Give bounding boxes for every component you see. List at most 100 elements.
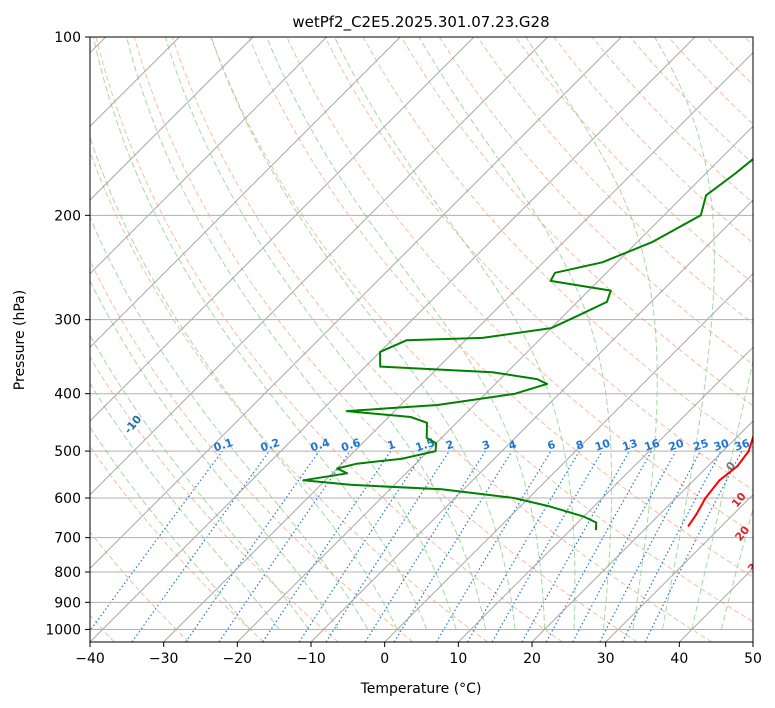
moist-adiabat-label: 40 — [763, 581, 775, 601]
mixing-ratio-line — [572, 450, 677, 642]
y-axis-ticks: 100 200 300 400 500 600 700 800 900 1000 — [45, 30, 90, 638]
isotherm-line — [531, 420, 753, 642]
mixing-ratio-label: 8 — [574, 438, 585, 453]
dry-adiabat-line — [90, 259, 414, 642]
dry-adiabat-line — [171, 37, 712, 642]
y-tick-label: 200 — [54, 208, 81, 224]
dry-adiabat-line — [400, 37, 753, 407]
isotherm-line — [90, 37, 696, 642]
x-tick-label: 10 — [449, 651, 467, 667]
y-tick-label: 600 — [54, 491, 81, 507]
mixing-ratio-lines — [90, 450, 743, 642]
moist-adiabats — [90, 37, 753, 630]
mixing-ratio-label: 3 — [480, 438, 491, 453]
isotherm-line — [163, 51, 753, 642]
moist-adiabat-label: 20 — [732, 523, 752, 543]
mixing-ratio-line — [644, 450, 743, 642]
isotherm-line — [90, 37, 401, 349]
mixing-ratio-label: 0.2 — [259, 436, 282, 454]
mixing-ratio-line — [435, 450, 552, 642]
dry-adiabat-line — [90, 356, 339, 642]
dry-adiabat-line — [515, 37, 753, 284]
moist-adiabat-line — [525, 37, 658, 630]
isotherm-line — [90, 37, 328, 275]
mixing-ratio-line — [90, 450, 223, 632]
dry-adiabat-line — [553, 37, 753, 244]
mixing-ratio-label: 20 — [667, 437, 686, 454]
mixing-ratio-label: 10 — [593, 437, 612, 454]
mixing-ratio-label: 6 — [546, 438, 558, 453]
mixing-ratio-line — [521, 450, 631, 642]
plot-frame — [89, 36, 754, 643]
mixing-ratio-label: 36 — [733, 437, 752, 454]
moist-adiabat-line — [720, 506, 753, 630]
mixing-ratio-label: 0.4 — [309, 436, 332, 454]
moist-adiabat-line — [334, 37, 576, 630]
x-tick-label: −40 — [75, 651, 105, 667]
x-tick-label: −30 — [149, 651, 179, 667]
dry-adiabat-line — [706, 37, 753, 86]
y-tick-label: 400 — [54, 387, 81, 403]
dry-adiabat-line — [248, 37, 753, 578]
x-tick-label: 30 — [597, 651, 615, 667]
x-tick-label: −10 — [296, 651, 326, 667]
dewpoint-profile — [302, 157, 753, 531]
isotherm-line — [457, 346, 753, 642]
dry-adiabat-line — [90, 150, 488, 642]
mixing-ratio-label: 16 — [643, 437, 662, 454]
mixing-ratio-line — [545, 450, 653, 642]
isotherm-line — [384, 272, 753, 642]
mixing-ratio-line — [185, 450, 320, 642]
line-labels: -100-90-80-70-60-50-40-30-20-100.10.20.4… — [122, 413, 775, 601]
moist-adiabat-line — [126, 37, 457, 630]
y-tick-label: 700 — [54, 531, 81, 547]
chart-title: wetPf2_C2E5.2025.301.07.23.G28 — [292, 13, 549, 32]
isotherm-line — [90, 37, 475, 422]
x-tick-label: −20 — [223, 651, 253, 667]
dry-adiabat-line — [210, 37, 753, 623]
y-tick-label: 300 — [54, 313, 81, 329]
mixing-ratio-label: 25 — [692, 437, 711, 454]
moist-adiabat-line — [90, 426, 251, 630]
mixing-ratio-line — [298, 450, 425, 642]
dry-adiabat-line — [668, 37, 753, 125]
isotherm-line — [236, 125, 753, 642]
y-tick-label: 100 — [54, 30, 81, 46]
mixing-ratio-line — [621, 450, 722, 642]
isotherm-line — [752, 641, 753, 642]
dry-adiabat-line — [324, 37, 753, 491]
isotherm-line — [90, 37, 254, 201]
moist-adiabat-label: 30 — [745, 555, 765, 575]
mixing-ratio-label: 13 — [621, 437, 640, 454]
moist-adiabat-line — [418, 37, 613, 630]
mixing-ratio-label: 4 — [507, 438, 519, 453]
moist-adiabat-line — [92, 37, 428, 630]
sounding-series — [302, 157, 753, 531]
isotherm-line — [310, 199, 753, 642]
isotherm-line — [90, 37, 622, 570]
moist-adiabat-line — [164, 37, 487, 630]
dry-adiabat-line — [438, 37, 753, 366]
isotherm-line — [90, 37, 549, 496]
moist-adiabat-line — [90, 135, 398, 630]
mixing-ratio-label: 0.1 — [212, 436, 235, 454]
mixing-ratio-label: 0.6 — [340, 436, 363, 454]
moist-adiabat-line — [691, 358, 753, 630]
dry-adiabat-line — [591, 37, 753, 204]
mixing-ratio-line — [131, 450, 270, 642]
dry-adiabat-line — [477, 37, 753, 325]
x-tick-label: 20 — [523, 651, 541, 667]
moist-adiabat-line — [654, 37, 715, 630]
moist-adiabat-line — [266, 37, 546, 630]
isotherm-line — [678, 567, 753, 642]
dry-adiabat-line — [90, 445, 264, 642]
mixing-ratio-line — [218, 450, 351, 642]
plot-area: -100-90-80-70-60-50-40-30-20-100.10.20.4… — [90, 37, 775, 642]
mixing-ratio-line — [466, 450, 580, 642]
y-tick-label: 900 — [54, 595, 81, 611]
x-tick-label: 50 — [744, 651, 762, 667]
y-tick-label: 800 — [54, 565, 81, 581]
x-tick-label: 0 — [380, 651, 389, 667]
